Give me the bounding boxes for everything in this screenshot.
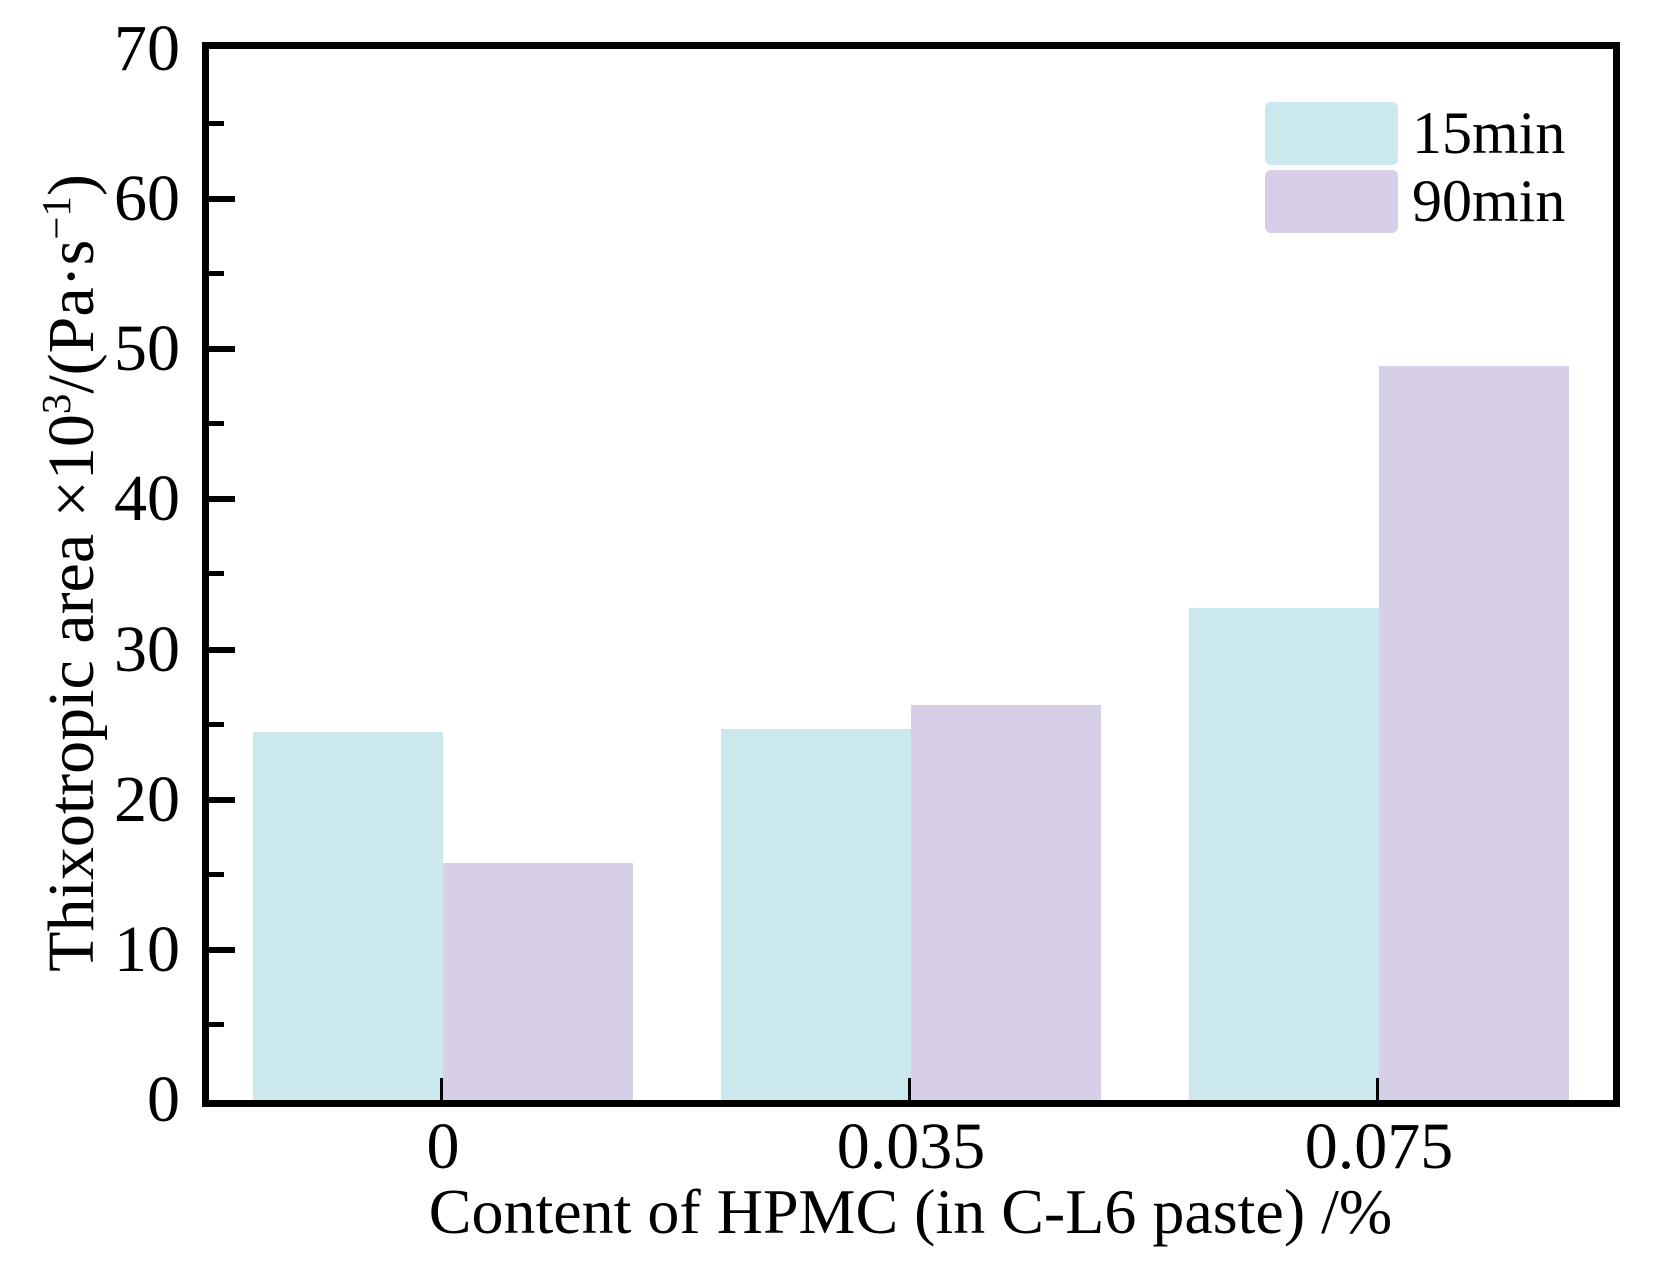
y-axis-title-mid: /(Pa·s: [35, 239, 108, 394]
y-axis-minor-tick-15: [209, 872, 224, 877]
y-tick-label: 0: [147, 1063, 180, 1136]
bar-90min-group-0: [443, 863, 633, 1100]
y-axis-minor-tick-65: [209, 121, 224, 126]
x-tick-label: 0.075: [1304, 1110, 1454, 1183]
y-axis-minor-tick-55: [209, 271, 224, 276]
y-axis-title-superscript-inverse: −1: [34, 196, 79, 240]
y-axis-title-superscript-exponent: 3: [34, 393, 79, 415]
y-axis-major-tick-50: [209, 346, 235, 352]
y-tick-label: 40: [114, 462, 180, 535]
plot-frame: [202, 42, 1620, 1107]
bar-15min-group-0075: [1189, 608, 1379, 1100]
y-axis-title-suffix: ): [35, 174, 108, 197]
y-axis-title-prefix: Thixotropic area ×10: [35, 414, 108, 972]
legend-swatch-15min: [1265, 102, 1398, 165]
y-axis-major-tick-30: [209, 647, 235, 653]
bar-90min-group-0075: [1379, 366, 1569, 1100]
y-tick-label: 20: [114, 763, 180, 836]
y-axis-minor-tick-35: [209, 571, 224, 576]
y-axis-title: Thixotropic area ×103/(Pa·s−1): [34, 174, 108, 972]
y-axis-minor-tick-5: [209, 1022, 224, 1027]
y-tick-label: 60: [114, 162, 180, 235]
legend-label-15min: 15min: [1412, 100, 1566, 166]
y-tick-label: 30: [114, 613, 180, 686]
y-axis-minor-tick-45: [209, 421, 224, 426]
bar-15min-group-0035: [721, 729, 911, 1100]
y-tick-label: 70: [114, 12, 180, 85]
x-axis-title: Content of HPMC (in C-L6 paste) /%: [428, 1176, 1393, 1247]
plot-area: [209, 49, 1613, 1100]
y-tick-label: 50: [114, 312, 180, 385]
y-axis-major-tick-60: [209, 196, 235, 202]
legend-swatch-90min: [1265, 170, 1398, 233]
x-tick-label: 0: [426, 1110, 460, 1183]
bar-15min-group-0: [253, 732, 443, 1100]
y-axis-major-tick-20: [209, 797, 235, 803]
y-axis-major-tick-40: [209, 496, 235, 502]
x-tick-label: 0.035: [836, 1110, 986, 1183]
legend-label-90min: 90min: [1412, 168, 1566, 234]
y-axis-minor-tick-25: [209, 722, 224, 727]
y-axis-major-tick-10: [209, 947, 235, 953]
bar-90min-group-0035: [911, 705, 1101, 1100]
y-tick-label: 10: [114, 913, 180, 986]
